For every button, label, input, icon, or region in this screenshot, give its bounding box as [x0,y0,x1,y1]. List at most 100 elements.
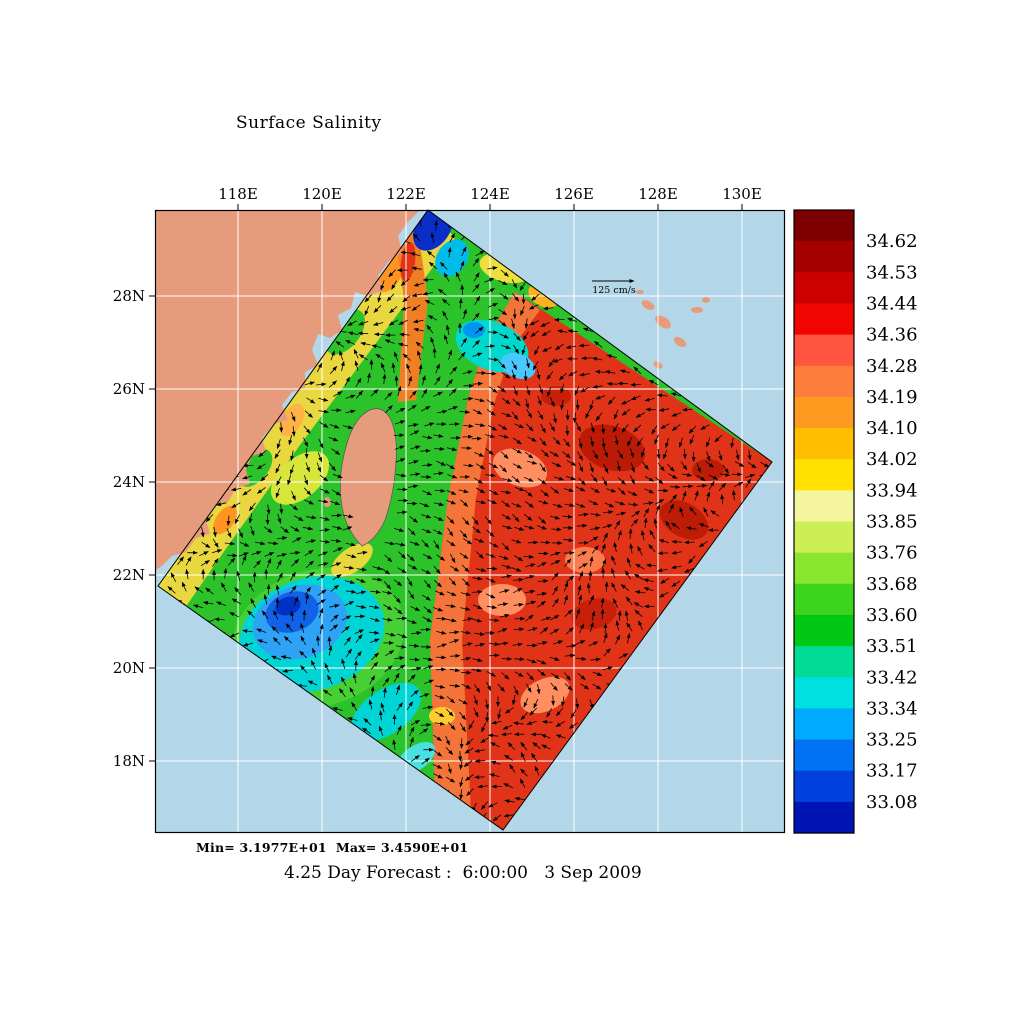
current-vector [385,632,396,637]
current-vector [589,536,599,543]
current-vector [395,542,406,547]
colorbar-segment [794,396,854,429]
current-vector [408,484,419,489]
current-vector [437,409,448,414]
current-vector [554,343,564,351]
current-vector [370,389,379,397]
current-vector [486,671,496,677]
current-vector [539,627,549,635]
current-vector [625,570,631,580]
current-vector [468,720,475,730]
current-vector [524,489,533,497]
current-vector [409,390,417,399]
current-vector [629,543,634,554]
current-vector [539,437,547,447]
current-vector [458,711,467,720]
current-vector [221,582,227,592]
current-vector [411,304,421,311]
current-vector [579,623,585,634]
current-vector [760,461,770,468]
current-vector [635,563,645,570]
current-vector [266,584,271,595]
current-vector [552,437,561,445]
current-vector [472,381,483,386]
current-vector [275,487,280,499]
current-vector [500,451,509,459]
current-vector [315,635,320,646]
current-vector [566,460,577,466]
current-vector [525,600,537,605]
current-vector [393,528,405,532]
current-vector [644,397,655,402]
current-vector [234,514,240,524]
coastal-island [264,225,276,231]
current-vector [499,589,510,594]
current-vector [332,525,343,530]
current-vector [536,684,541,695]
current-vector [394,351,399,362]
current-vector [498,555,509,560]
current-vector [459,409,471,414]
current-vector [513,555,524,562]
current-vector [580,386,590,393]
lon-axis-label: 126E [554,185,594,203]
current-vector [641,461,649,470]
current-vector [400,250,411,255]
current-vector [745,473,756,478]
current-vector [260,474,269,482]
current-vector [564,558,572,567]
current-vector [524,318,529,329]
current-vector [353,348,359,359]
current-vector [463,423,474,428]
current-vector [540,540,551,545]
current-vector [708,474,719,480]
current-vector [498,641,509,646]
current-vector [427,315,438,321]
current-vector [320,488,330,494]
current-vector [445,708,454,717]
current-vector [502,478,513,482]
model-domain-boundary [157,209,773,831]
current-vector [406,701,414,711]
current-vector [410,606,421,611]
current-vector [345,542,356,547]
current-vector [421,528,432,534]
current-vector [564,672,571,681]
current-vector [638,620,643,631]
current-vector [526,672,534,681]
current-vector [242,629,253,634]
current-vector [445,747,454,755]
current-vector [422,657,434,662]
current-vector [177,556,184,566]
current-vector [655,504,661,515]
current-vector [422,705,434,710]
current-vector [488,386,498,393]
current-vector [231,598,241,605]
current-vector [276,536,288,541]
current-vector [382,590,393,595]
current-vector [486,605,498,610]
current-vector [357,331,369,336]
current-vector [448,630,460,635]
current-vector [615,634,621,645]
current-vector [433,773,443,779]
current-vector [615,511,627,516]
current-vector [460,630,472,635]
current-vector [657,488,669,493]
lat-axis-label: 22N [113,566,145,584]
current-vector [327,636,332,647]
current-vector [484,344,496,349]
current-vector [316,382,327,387]
current-vector [224,541,236,546]
current-vector [475,551,484,559]
current-vector [473,707,479,718]
current-vector [487,330,499,335]
colorbar-tick-label: 33.08 [866,792,918,813]
current-vector [643,517,648,528]
current-vector [485,473,496,478]
current-vector [499,333,509,339]
current-vector [265,514,270,525]
current-vector [248,513,253,524]
current-vector [658,539,670,544]
current-vector [653,518,658,529]
